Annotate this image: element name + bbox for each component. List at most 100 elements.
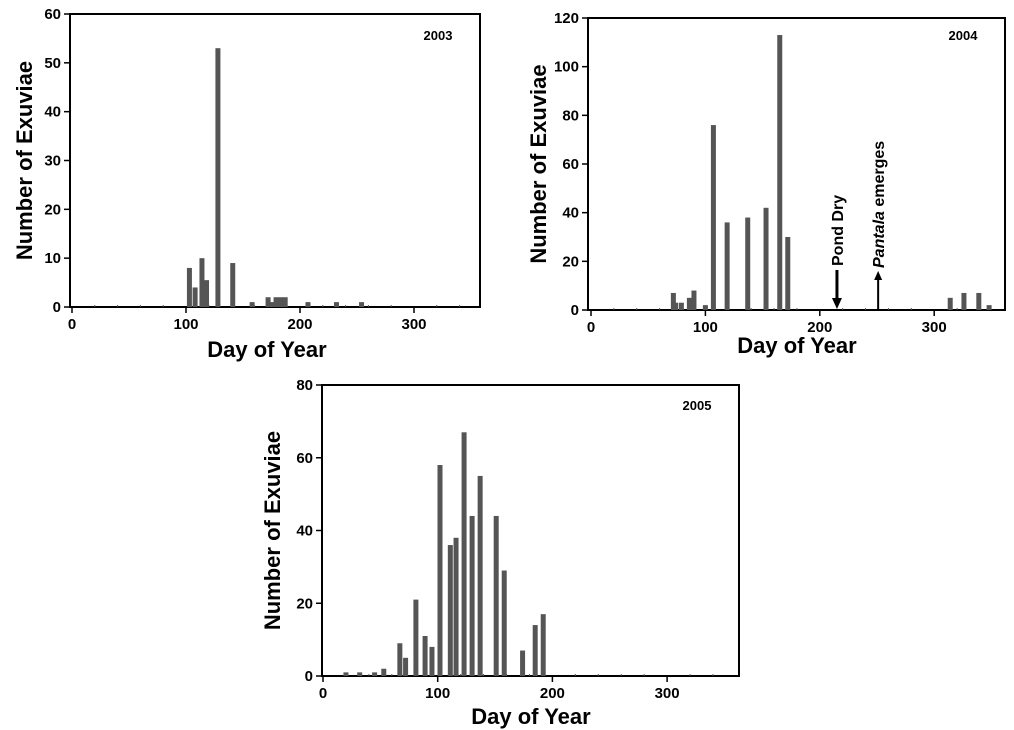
bar: [305, 302, 311, 307]
plot-frame: [69, 13, 481, 308]
y-tick-label: 30: [44, 153, 61, 170]
bar: [372, 672, 378, 676]
bar: [673, 302, 679, 310]
x-tick-label: 0: [68, 316, 76, 333]
plot-frame: [321, 384, 740, 677]
bar: [777, 35, 783, 311]
bar: [273, 297, 279, 307]
bar: [230, 263, 236, 307]
bar: [532, 625, 538, 676]
bar: [947, 297, 953, 310]
arrow-head: [831, 298, 842, 309]
y-tick-label: 0: [571, 302, 579, 319]
chart-2005: 0 20 40 60 80 0 100 200 300 Day of Year Number of …: [260, 377, 740, 729]
bar: [686, 297, 692, 310]
y-tick-label: 20: [562, 253, 579, 270]
bar: [540, 614, 546, 676]
y-tick-label: 10: [44, 250, 61, 267]
bar: [199, 258, 205, 307]
pond-dry-label: Pond Dry: [830, 195, 847, 266]
bar: [745, 217, 751, 310]
x-tick-label: 200: [807, 319, 832, 336]
bar: [359, 302, 365, 307]
x-axis-title: Day of Year: [737, 333, 857, 358]
y-tick-label: 0: [305, 668, 313, 685]
bar: [785, 237, 791, 310]
year-label: 2004: [949, 28, 979, 43]
x-tick-label: 0: [587, 319, 595, 336]
bar: [724, 222, 730, 310]
bar: [437, 465, 443, 676]
bar: [249, 302, 255, 307]
bar: [447, 545, 453, 676]
chart-2004: 0 20 40 60 80 100 120 0 100 200 300 Day of Year Numb…: [526, 10, 1006, 358]
y-axis-title: Number of Exuviae: [12, 61, 37, 260]
x-tick-label: 200: [540, 685, 565, 702]
bar: [192, 287, 198, 307]
x-tick-label: 100: [693, 319, 718, 336]
bar: [186, 267, 192, 307]
y-tick-label: 80: [296, 377, 313, 394]
x-tick-label: 0: [319, 685, 327, 702]
bar: [413, 599, 419, 676]
x-tick-label: 200: [287, 316, 312, 333]
y-tick-label: 20: [44, 201, 61, 218]
bar: [270, 302, 276, 307]
y-tick-label: 0: [53, 299, 61, 316]
bar: [403, 657, 409, 676]
x-tick-label: 300: [655, 685, 680, 702]
bar: [343, 672, 349, 676]
bar: [702, 305, 708, 310]
x-tick-label: 100: [425, 685, 450, 702]
year-label: 2005: [683, 398, 712, 413]
bar: [670, 292, 676, 310]
year-label: 2003: [424, 28, 453, 43]
bar: [986, 305, 992, 310]
bar: [710, 125, 716, 310]
bar: [422, 635, 428, 676]
y-axis-title: Number of Exuviae: [260, 431, 285, 630]
x-axis-title: Day of Year: [207, 337, 327, 362]
bar: [520, 650, 526, 676]
x-tick-label: 300: [401, 316, 426, 333]
bar: [763, 207, 769, 310]
chart-2003: 0 10 20 30 40 50 60 0 100 200 300 Day of Year Number…: [12, 6, 481, 362]
y-tick-label: 40: [562, 205, 579, 222]
bar: [282, 297, 288, 307]
bar: [501, 570, 507, 676]
arrow-head: [874, 271, 883, 280]
y-tick-label: 80: [562, 107, 579, 124]
pantala-emerges-label: Pantala emerges: [871, 141, 888, 268]
bar: [357, 672, 363, 676]
y-tick-label: 60: [296, 450, 313, 467]
bar: [691, 290, 697, 310]
bar: [381, 668, 387, 676]
bar: [215, 48, 221, 307]
plot-frame: [587, 17, 1006, 311]
bar: [678, 302, 684, 310]
bar: [469, 515, 475, 676]
bar: [453, 537, 459, 676]
bar: [397, 643, 403, 676]
bar: [976, 292, 982, 310]
bar: [493, 515, 499, 676]
y-tick-label: 20: [296, 595, 313, 612]
x-axis-title: Day of Year: [471, 704, 591, 729]
y-tick-label: 100: [554, 59, 579, 76]
pantala-italic: Pantala: [871, 211, 888, 268]
y-tick-label: 40: [44, 104, 61, 121]
x-tick-label: 100: [173, 316, 198, 333]
y-tick-label: 50: [44, 55, 61, 72]
bar: [265, 297, 271, 307]
bar: [278, 297, 284, 307]
bar: [204, 280, 210, 307]
y-axis-title: Number of Exuviae: [526, 64, 551, 263]
y-tick-label: 40: [296, 523, 313, 540]
bar: [477, 475, 483, 676]
emerges-text: emerges: [871, 141, 888, 211]
y-tick-label: 120: [554, 10, 579, 27]
y-tick-label: 60: [562, 156, 579, 173]
bar: [461, 432, 467, 676]
bar: [333, 302, 339, 307]
